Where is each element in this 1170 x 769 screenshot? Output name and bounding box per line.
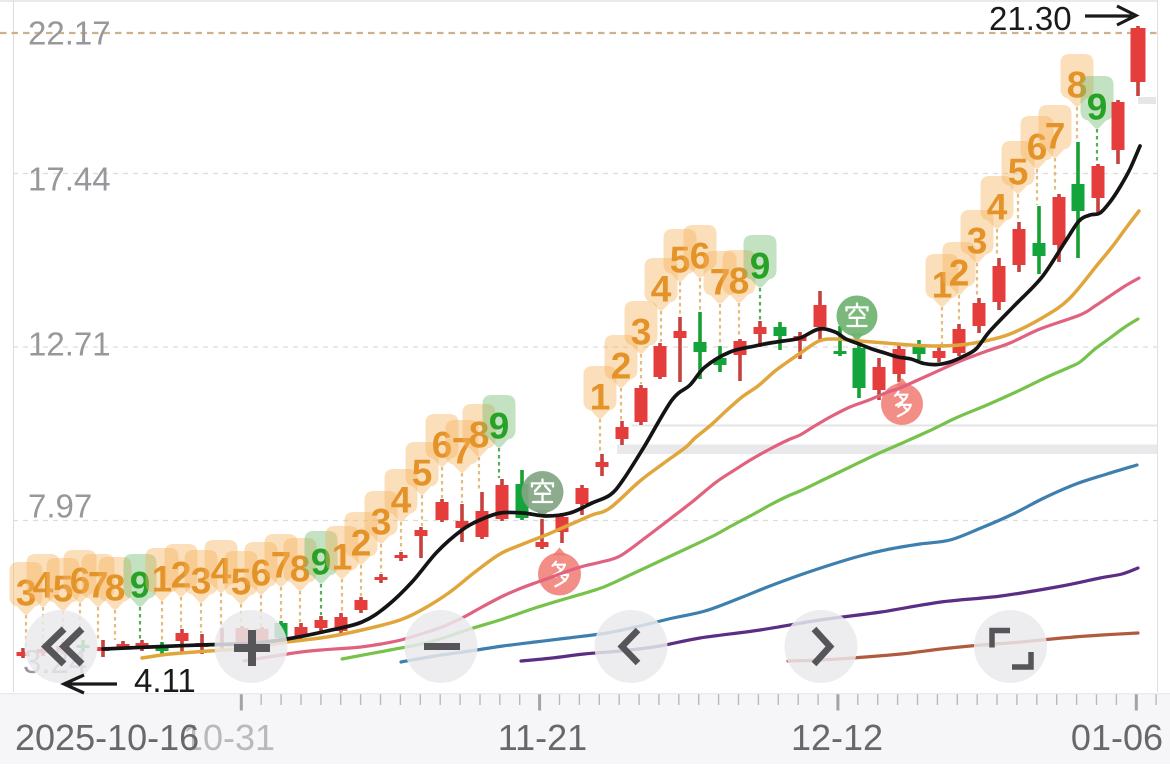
svg-text:4: 4	[211, 551, 232, 592]
svg-text:2: 2	[611, 346, 632, 387]
svg-text:4: 4	[987, 187, 1008, 228]
svg-text:9: 9	[311, 542, 332, 583]
svg-text:5: 5	[53, 569, 74, 610]
svg-text:4: 4	[391, 480, 412, 521]
svg-text:9: 9	[750, 246, 771, 287]
svg-text:2: 2	[171, 555, 192, 596]
svg-text:12.71: 12.71	[28, 326, 111, 363]
svg-text:01-06: 01-06	[1071, 717, 1163, 758]
svg-text:12-12: 12-12	[791, 717, 883, 758]
svg-text:8: 8	[729, 261, 750, 302]
svg-text:7: 7	[710, 262, 731, 303]
svg-text:3: 3	[371, 502, 392, 543]
svg-text:5: 5	[412, 453, 433, 494]
svg-text:6: 6	[690, 236, 711, 277]
svg-text:9: 9	[489, 406, 510, 447]
svg-text:1: 1	[152, 559, 173, 600]
svg-text:6: 6	[432, 425, 453, 466]
svg-text:8: 8	[1067, 65, 1088, 106]
svg-text:6: 6	[70, 561, 91, 602]
svg-text:11-21: 11-21	[498, 717, 587, 758]
svg-text:5: 5	[231, 562, 252, 603]
svg-text:8: 8	[290, 549, 311, 590]
svg-text:7: 7	[88, 565, 109, 606]
svg-text:4: 4	[33, 565, 54, 606]
svg-text:4.11: 4.11	[134, 662, 196, 699]
svg-text:10-31: 10-31	[183, 717, 275, 758]
svg-text:17.44: 17.44	[28, 161, 111, 198]
svg-text:9: 9	[1087, 87, 1108, 128]
svg-text:7: 7	[1045, 116, 1066, 157]
svg-text:1: 1	[332, 537, 353, 578]
svg-text:6: 6	[251, 553, 272, 594]
svg-text:1: 1	[932, 265, 953, 306]
svg-text:2: 2	[351, 523, 372, 564]
svg-text:5: 5	[670, 240, 691, 281]
svg-text:2025-10-16: 2025-10-16	[15, 717, 199, 758]
svg-text:2: 2	[949, 253, 970, 294]
svg-text:7: 7	[452, 431, 473, 472]
svg-text:3: 3	[191, 561, 212, 602]
svg-text:6: 6	[1027, 127, 1048, 168]
svg-text:3: 3	[967, 221, 988, 262]
svg-text:21.30: 21.30	[989, 0, 1072, 37]
svg-text:22.17: 22.17	[28, 15, 111, 52]
svg-text:3: 3	[631, 312, 652, 353]
svg-text:5: 5	[1008, 152, 1029, 193]
svg-text:8: 8	[105, 568, 126, 609]
svg-text:7.97: 7.97	[28, 488, 92, 525]
svg-text:4: 4	[651, 269, 672, 310]
svg-text:7: 7	[271, 545, 292, 586]
svg-text:9: 9	[130, 565, 151, 606]
svg-text:8: 8	[469, 415, 490, 456]
svg-text:3: 3	[16, 573, 37, 614]
svg-text:1: 1	[590, 377, 611, 418]
